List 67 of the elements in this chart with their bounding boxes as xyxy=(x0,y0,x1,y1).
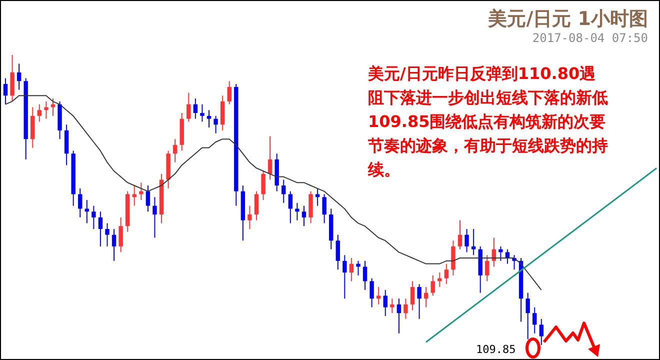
candlestick xyxy=(98,211,103,247)
candlestick xyxy=(152,196,157,238)
annotation: 109.85 xyxy=(476,343,516,356)
candlestick xyxy=(200,104,204,122)
candlestick xyxy=(322,194,326,224)
candlestick xyxy=(139,182,144,200)
candlestick xyxy=(362,260,368,290)
candlestick xyxy=(3,78,8,105)
candlestick xyxy=(410,280,415,311)
candlestick xyxy=(132,185,136,206)
candlestick xyxy=(471,228,476,256)
candlestick xyxy=(430,274,435,296)
candlestick xyxy=(498,246,503,262)
candlestick xyxy=(308,190,313,224)
candlestick xyxy=(172,138,178,163)
candlestick xyxy=(302,205,306,227)
chart-title: 美元/日元 1小时图 xyxy=(488,7,648,32)
candlestick xyxy=(464,228,469,253)
candlestick xyxy=(37,104,42,122)
candlestick xyxy=(64,124,69,166)
candlestick xyxy=(526,292,530,340)
candlestick xyxy=(220,95,225,131)
candlestick xyxy=(105,222,110,247)
candlestick xyxy=(44,100,48,120)
chart-subtitle: 2017-08-04 07:50 xyxy=(532,31,648,45)
candlestick xyxy=(214,115,218,134)
candlestick xyxy=(146,185,150,212)
candlestick xyxy=(10,55,14,102)
candlestick xyxy=(532,306,537,334)
candlestick xyxy=(376,286,381,305)
candlestick xyxy=(282,179,286,204)
candlestick xyxy=(227,80,232,105)
candlestick xyxy=(390,298,394,314)
candlestick xyxy=(288,190,293,224)
candlestick xyxy=(444,263,449,285)
candlestick xyxy=(383,289,388,316)
candlestick xyxy=(370,278,374,308)
candlestick xyxy=(16,63,22,90)
candlestick xyxy=(78,188,82,218)
candlestick xyxy=(315,188,320,206)
candlestick xyxy=(112,228,116,262)
candlestick xyxy=(404,298,408,320)
candlestick xyxy=(342,254,347,300)
candlestick xyxy=(458,220,462,250)
candlestick xyxy=(193,98,198,120)
candlestick xyxy=(248,205,252,230)
candlestick xyxy=(451,240,456,276)
candlestick xyxy=(396,298,402,334)
candlestick xyxy=(417,284,422,320)
candlestick xyxy=(268,136,272,180)
candlestick xyxy=(349,258,354,282)
candlestick xyxy=(424,286,428,308)
candlestick xyxy=(295,202,300,221)
candlestick xyxy=(84,200,89,224)
candlestick xyxy=(336,234,340,270)
candlestick xyxy=(92,205,96,230)
candlestick xyxy=(485,254,490,282)
candlestick xyxy=(118,216,123,253)
candlestick xyxy=(30,106,35,148)
candlestick xyxy=(254,190,259,221)
candlestick xyxy=(539,318,544,345)
candlestick xyxy=(186,92,191,122)
candlestick xyxy=(261,170,266,200)
candlestick xyxy=(356,260,360,276)
candlestick xyxy=(505,248,510,264)
annotation: 美元/日元昨日反弹到110.80遇阻下落进一步创出短线下落的新低109.85围绕低点有构筑新的次要节奏的迹象，有助于短线跌势的持续。 xyxy=(368,63,608,181)
candlestick xyxy=(206,110,212,128)
